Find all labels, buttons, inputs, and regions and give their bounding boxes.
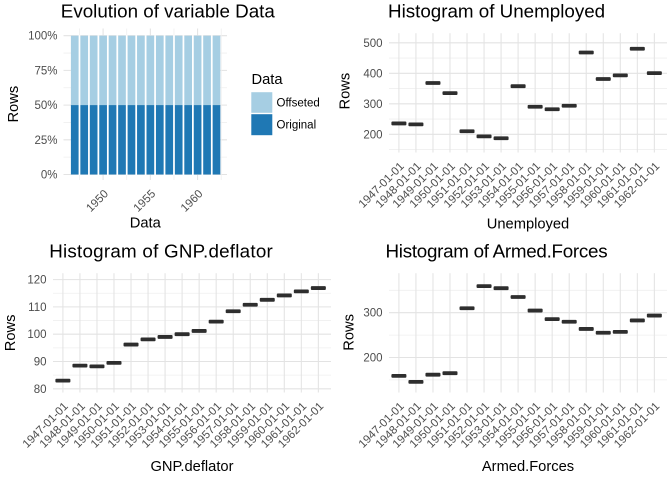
svg-text:GNP.deflator: GNP.deflator — [150, 459, 233, 475]
svg-text:Rows: Rows — [342, 314, 358, 351]
svg-text:Histogram of Armed.Forces: Histogram of Armed.Forces — [386, 241, 608, 262]
svg-text:Histogram of Unemployed: Histogram of Unemployed — [388, 1, 605, 22]
svg-text:100: 100 — [27, 329, 46, 341]
svg-text:100%: 100% — [28, 31, 57, 43]
svg-text:Rows: Rows — [6, 86, 22, 123]
svg-text:25%: 25% — [34, 135, 57, 147]
svg-text:300: 300 — [363, 99, 382, 111]
svg-text:80: 80 — [34, 384, 47, 396]
svg-text:Histogram of GNP.deflator: Histogram of GNP.deflator — [49, 241, 273, 262]
svg-text:300: 300 — [363, 308, 382, 320]
svg-text:Evolution of variable Data: Evolution of variable Data — [61, 1, 276, 22]
svg-text:200: 200 — [363, 353, 382, 365]
svg-text:400: 400 — [363, 68, 382, 80]
svg-text:200: 200 — [363, 129, 382, 141]
svg-text:Offseted: Offseted — [277, 98, 320, 110]
svg-text:Data: Data — [252, 72, 284, 88]
svg-text:Unemployed: Unemployed — [487, 216, 569, 232]
svg-text:120: 120 — [27, 275, 46, 287]
svg-text:75%: 75% — [34, 65, 57, 77]
svg-text:Original: Original — [277, 120, 317, 132]
svg-text:Data: Data — [130, 216, 162, 232]
svg-text:500: 500 — [363, 38, 382, 50]
svg-text:90: 90 — [34, 357, 47, 369]
svg-text:Armed.Forces: Armed.Forces — [482, 459, 574, 475]
svg-text:110: 110 — [28, 302, 46, 314]
svg-text:50%: 50% — [34, 100, 57, 112]
svg-text:Rows: Rows — [338, 73, 354, 110]
svg-text:0%: 0% — [41, 170, 58, 182]
svg-text:Rows: Rows — [3, 315, 19, 352]
